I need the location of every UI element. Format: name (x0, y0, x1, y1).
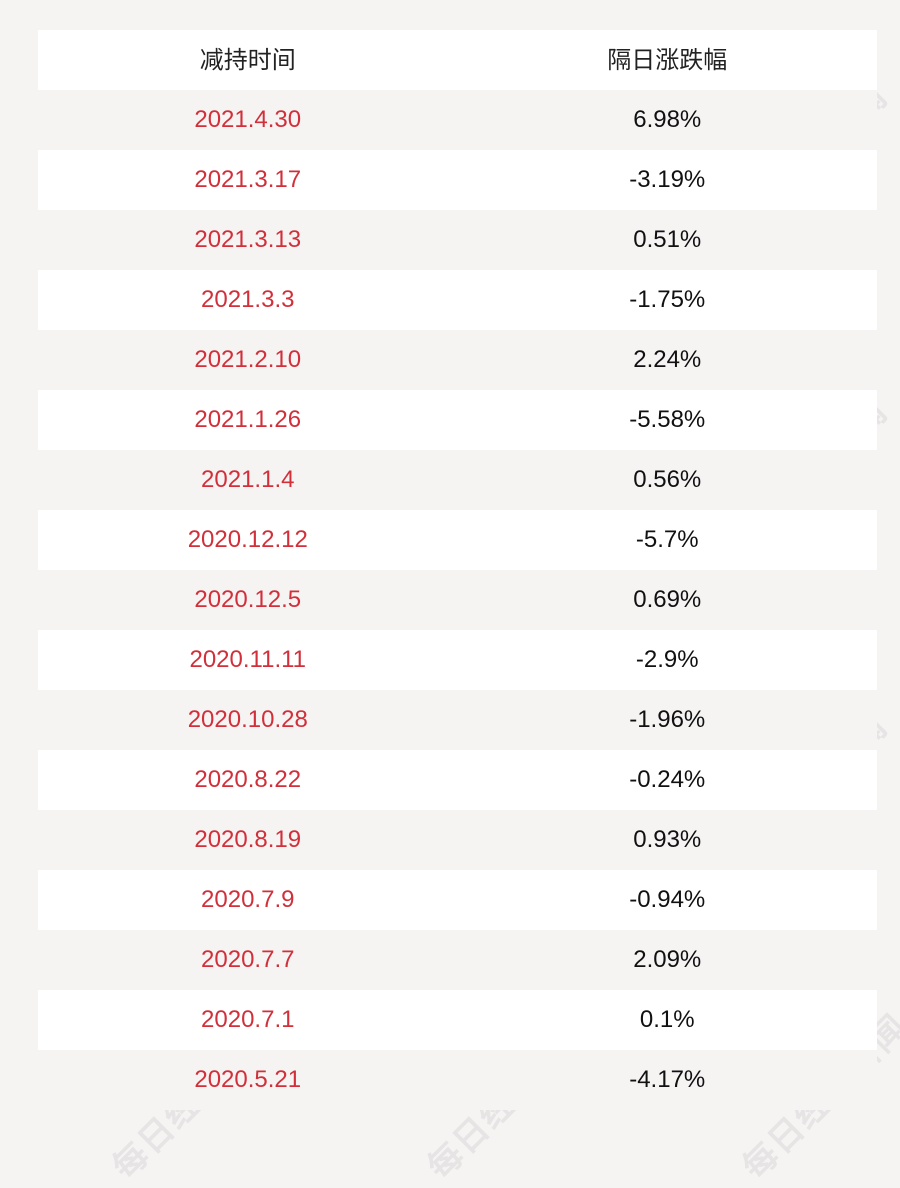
table-row: 2021.2.10 2.24% (38, 330, 877, 390)
table-row: 2020.7.7 2.09% (38, 930, 877, 990)
reduction-date: 2020.12.12 (187, 526, 308, 553)
next-day-change: -0.94% (629, 886, 706, 913)
reduction-date: 2020.7.9 (201, 886, 295, 913)
reduction-date: 2020.7.1 (201, 1006, 295, 1033)
reduction-date: 2020.5.21 (194, 1066, 302, 1093)
table-row: 2020.5.21 -4.17% (38, 1050, 877, 1110)
next-day-change: -5.7% (635, 526, 699, 553)
reduction-date: 2021.1.26 (194, 406, 302, 433)
reduction-date: 2021.3.13 (194, 226, 302, 253)
reduction-date: 2020.7.7 (201, 946, 295, 973)
table-row: 2020.7.9 -0.94% (38, 870, 877, 930)
next-day-change: 0.69% (633, 586, 702, 613)
table-row: 2020.8.19 0.93% (38, 810, 877, 870)
reduction-table: 减持时间 隔日涨跌幅 2021.4.30 6.98% 2021.3.17 -3.19%… (38, 30, 877, 1110)
next-day-change: 0.51% (633, 226, 702, 253)
next-day-change: -0.24% (629, 766, 706, 793)
header-change: 隔日涨跌幅 (607, 46, 728, 74)
next-day-change: -3.19% (629, 166, 706, 193)
reduction-date: 2021.4.30 (194, 106, 302, 133)
reduction-date: 2020.8.19 (194, 826, 302, 853)
table-row: 2021.3.17 -3.19% (38, 150, 877, 210)
reduction-date: 2020.8.22 (194, 766, 302, 793)
table-body: 2021.4.30 6.98% 2021.3.17 -3.19% 2021.3.13 0.… (38, 90, 877, 1110)
next-day-change: 6.98% (633, 106, 702, 133)
reduction-date: 2021.1.4 (201, 466, 295, 493)
table-row: 2020.7.1 0.1% (38, 990, 877, 1050)
next-day-change: 0.1% (639, 1006, 695, 1033)
table-row: 2020.8.22 -0.24% (38, 750, 877, 810)
table-row: 2021.4.30 6.98% (38, 90, 877, 150)
reduction-date: 2021.3.3 (201, 286, 295, 313)
next-day-change: 0.56% (633, 466, 702, 493)
reduction-date: 2020.11.11 (189, 646, 307, 673)
header-date: 减持时间 (199, 46, 296, 74)
reduction-date: 2020.10.28 (187, 706, 308, 733)
table-row: 2020.12.5 0.69% (38, 570, 877, 630)
next-day-change: 2.09% (633, 946, 702, 973)
next-day-change: -2.9% (635, 646, 699, 673)
reduction-date: 2020.12.5 (194, 586, 302, 613)
table-row: 2021.1.26 -5.58% (38, 390, 877, 450)
next-day-change: 2.24% (633, 346, 702, 373)
table-header: 减持时间 隔日涨跌幅 (38, 30, 877, 90)
table-row: 2020.12.12 -5.7% (38, 510, 877, 570)
table-row: 2021.3.13 0.51% (38, 210, 877, 270)
table-row: 2021.3.3 -1.75% (38, 270, 877, 330)
next-day-change: -5.58% (629, 406, 706, 433)
table-row: 2021.1.4 0.56% (38, 450, 877, 510)
reduction-date: 2021.3.17 (194, 166, 302, 193)
table-row: 2020.10.28 -1.96% (38, 690, 877, 750)
reduction-date: 2021.2.10 (194, 346, 302, 373)
next-day-change: -4.17% (629, 1066, 706, 1093)
next-day-change: 0.93% (633, 826, 702, 853)
next-day-change: -1.75% (629, 286, 706, 313)
table-row: 2020.11.11 -2.9% (38, 630, 877, 690)
next-day-change: -1.96% (629, 706, 706, 733)
